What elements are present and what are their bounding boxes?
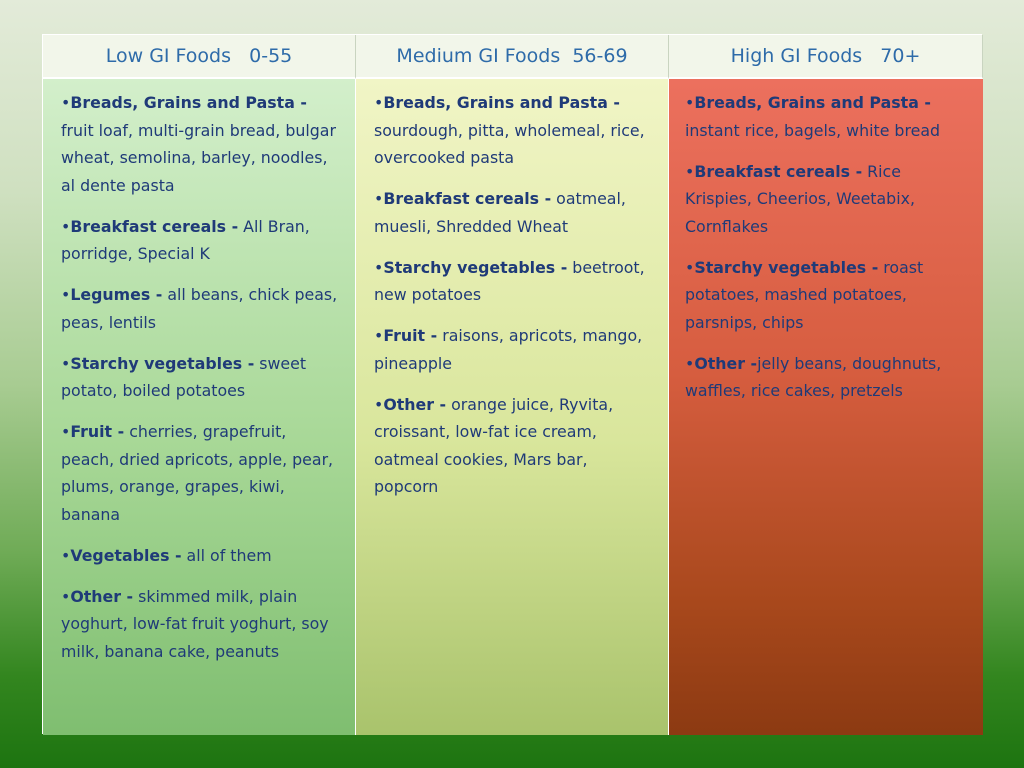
high-gi-column: •Breads, Grains and Pasta - instant rice… [669,79,983,735]
bullet-icon: • [61,216,71,236]
bullet-icon: • [374,189,384,208]
medium-gi-column: •Breads, Grains and Pasta - sourdough, p… [356,79,669,735]
bullet-icon: • [61,93,71,112]
list-item: •Fruit - cherries, grapefruit, peach, dr… [61,418,339,528]
bullet-icon: • [685,161,695,181]
category-label: Fruit - [70,422,125,441]
food-list: fruit loaf, multi-grain bread, bulgar wh… [61,120,336,195]
category-label: Breakfast cereals - [383,189,552,208]
category-label: Fruit - [383,326,438,345]
category-label: Other - [383,394,447,414]
list-item: •Fruit - raisons, apricots, mango, pinea… [374,322,652,377]
list-item: •Breakfast cereals - All Bran, porridge,… [61,213,339,268]
list-item: •Starchy vegetables - beetroot, new pota… [374,254,652,309]
category-label: Breads, Grains and Pasta - [694,93,931,112]
category-label: Breads, Grains and Pasta - [383,93,620,112]
bullet-icon: • [374,257,384,277]
list-item: •Other -jelly beans, doughnuts, waffles,… [685,350,967,405]
food-list: orange juice, Ryvita, croissant, low-fat… [374,394,614,497]
list-item: •Breakfast cereals - oatmeal, muesli, Sh… [374,185,652,240]
food-list: cherries, grapefruit, peach, dried apric… [61,422,334,524]
category-label: Breakfast cereals - [70,216,239,236]
food-list: All Bran, porridge, Special K [61,216,310,264]
food-list: jelly beans, doughnuts, waffles, rice ca… [685,353,942,401]
food-list: raisons, apricots, mango, pineapple [374,326,643,373]
header-low-gi: Low GI Foods 0-55 [43,35,356,79]
bullet-icon: • [61,422,71,441]
category-label: Other - [694,353,758,373]
bullet-icon: • [61,586,71,606]
food-list: oatmeal, muesli, Shredded Wheat [374,189,626,236]
bullet-icon: • [61,353,71,373]
gi-foods-table: Low GI Foods 0-55 Medium GI Foods 56-69 … [42,34,983,735]
category-label: Breads, Grains and Pasta - [70,93,307,112]
header-high-gi: High GI Foods 70+ [669,35,983,79]
category-label: Breakfast cereals - [694,161,863,181]
list-item: •Other - skimmed milk, plain yoghurt, lo… [61,583,339,666]
food-list: Rice Krispies, Cheerios, Weetabix, Cornf… [685,161,915,236]
category-label: Starchy vegetables - [694,257,879,277]
bullet-icon: • [61,545,71,565]
list-item: •Legumes - all beans, chick peas, peas, … [61,281,339,336]
list-item: •Breads, Grains and Pasta - sourdough, p… [374,89,652,172]
food-list: all of them [181,545,272,565]
food-list: instant rice, bagels, white bread [685,120,941,140]
bullet-icon: • [374,326,384,345]
category-label: Starchy vegetables - [383,257,568,277]
food-list: skimmed milk, plain yoghurt, low-fat fru… [61,586,329,661]
header-medium-gi: Medium GI Foods 56-69 [356,35,669,79]
list-item: •Breakfast cereals - Rice Krispies, Chee… [685,158,967,241]
bullet-icon: • [685,93,695,112]
bullet-icon: • [374,394,384,414]
list-item: •Starchy vegetables - roast potatoes, ma… [685,254,967,337]
food-list: roast potatoes, mashed potatoes, parsnip… [685,257,924,332]
bullet-icon: • [685,353,695,373]
food-list: all beans, chick peas, peas, lentils [61,285,338,332]
list-item: •Vegetables - all of them [61,542,339,570]
list-item: •Breads, Grains and Pasta - fruit loaf, … [61,89,339,199]
list-item: •Breads, Grains and Pasta - instant rice… [685,89,967,144]
food-list: sweet potato, boiled potatoes [61,353,307,401]
category-label: Vegetables - [70,545,182,565]
bullet-icon: • [374,93,384,112]
list-item: •Starchy vegetables - sweet potato, boil… [61,350,339,405]
low-gi-column: •Breads, Grains and Pasta - fruit loaf, … [43,79,356,735]
list-item: •Other - orange juice, Ryvita, croissant… [374,391,652,501]
bullet-icon: • [61,285,71,304]
bullet-icon: • [685,257,695,277]
category-label: Legumes - [70,285,163,304]
category-label: Starchy vegetables - [70,353,255,373]
category-label: Other - [70,586,134,606]
food-list: sourdough, pitta, wholemeal, rice, overc… [374,120,645,168]
food-list: beetroot, new potatoes [374,257,645,305]
